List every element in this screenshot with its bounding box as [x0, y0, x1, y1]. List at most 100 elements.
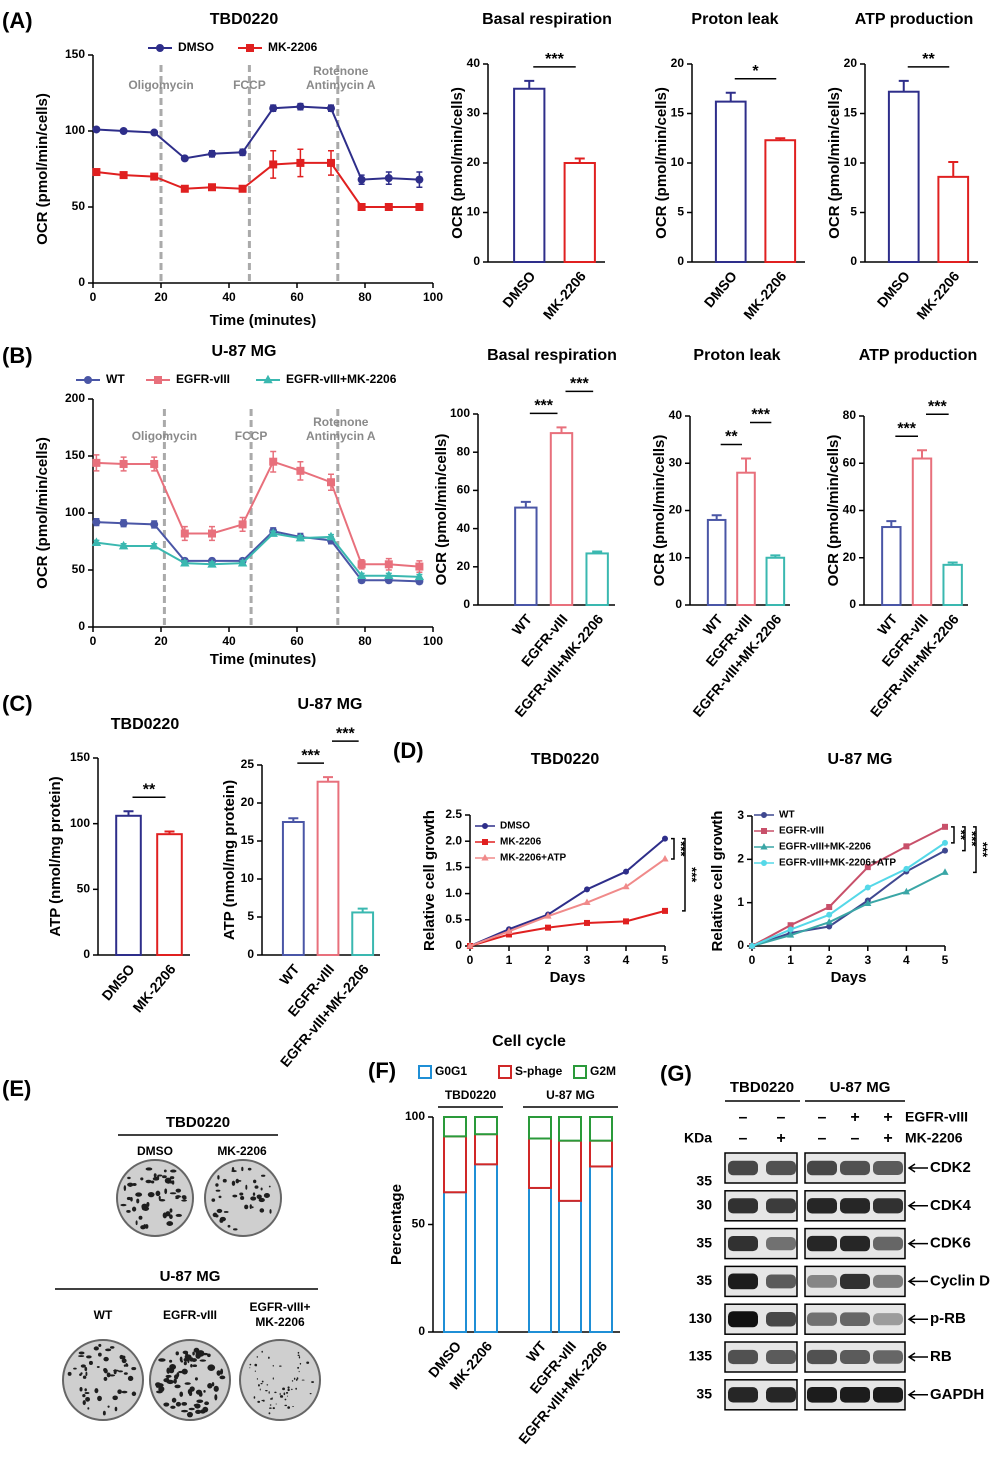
colony [217, 1175, 220, 1180]
blot-band [840, 1160, 870, 1176]
kda-label: 35 [696, 1386, 712, 1402]
marker [903, 843, 910, 850]
colony [220, 1368, 224, 1375]
colony [192, 1364, 198, 1368]
colony [171, 1397, 177, 1403]
colony [261, 1399, 264, 1402]
colony [159, 1199, 166, 1202]
colony [195, 1350, 200, 1357]
group-label: U-87 MG [546, 1088, 595, 1102]
colony [284, 1398, 287, 1401]
blot-band [840, 1386, 870, 1403]
blot-band [728, 1387, 758, 1403]
colony [169, 1359, 173, 1363]
legend-label: EGFR-vIII [176, 372, 230, 386]
colony [78, 1355, 85, 1358]
sig-label: *** [976, 842, 991, 858]
marker [662, 835, 668, 842]
marker [296, 158, 305, 167]
bar-segment [443, 1135, 467, 1194]
legend-label: MK-2206 [268, 40, 318, 54]
y-tick-label: 30 [467, 106, 481, 120]
y-tick-label: 80 [843, 408, 857, 422]
y-tick-label: 20 [843, 550, 857, 564]
group-label: TBD0220 [445, 1088, 497, 1102]
protein-label: CDK2 [930, 1159, 971, 1176]
colony [169, 1208, 173, 1213]
sig-label: *** [301, 747, 320, 764]
x-tick-label: 1 [787, 953, 794, 967]
legend-label: S-phage [515, 1064, 563, 1078]
legend-label: MK-2206 [500, 837, 542, 848]
x-tick-label: 5 [942, 953, 949, 967]
marker [150, 520, 159, 529]
bar [764, 139, 797, 263]
chart-title: U-87 MG [212, 343, 277, 360]
error-bar [775, 137, 786, 141]
colony [187, 1357, 190, 1364]
error-bar [524, 79, 535, 89]
colony [203, 1390, 206, 1393]
marker [661, 854, 669, 862]
colony [260, 1187, 263, 1191]
marker [583, 898, 591, 906]
colony [265, 1390, 268, 1392]
x-tick-label: 40 [222, 634, 236, 648]
blot-band [766, 1236, 796, 1251]
x-tick-label: MK-2206 [540, 268, 589, 323]
series-line [469, 837, 666, 947]
marker [208, 183, 216, 192]
sig-label: *** [534, 398, 553, 415]
colony [166, 1221, 174, 1227]
colony [254, 1185, 259, 1189]
colony [132, 1206, 137, 1212]
colony [282, 1387, 285, 1391]
marker [356, 570, 367, 579]
blot-band [766, 1311, 796, 1327]
marker [545, 924, 551, 931]
colony [211, 1198, 216, 1202]
blot-band [807, 1275, 837, 1288]
bar [514, 506, 538, 606]
colony [241, 1166, 244, 1172]
sig-bracket [951, 826, 955, 844]
colony [163, 1169, 167, 1173]
marker [263, 374, 273, 384]
sig-label: ** [725, 429, 738, 446]
marker [787, 926, 794, 933]
colony [252, 1192, 256, 1196]
colony [285, 1391, 289, 1394]
colony [213, 1385, 219, 1392]
colony [219, 1375, 226, 1380]
y-axis-label: OCR (pmol/min/cells) [449, 87, 466, 239]
annotation-label: Antimycin A [306, 429, 376, 443]
bar [887, 90, 920, 263]
blot-band [840, 1350, 870, 1364]
colony [249, 1367, 251, 1369]
colony [103, 1376, 108, 1381]
bar-segment [558, 1199, 582, 1333]
y-axis-label: Relative cell growth [421, 810, 438, 951]
x-tick-label: 100 [423, 290, 443, 304]
bar-segment [474, 1133, 498, 1166]
error-bar [917, 449, 927, 459]
marker [180, 184, 189, 193]
colony [253, 1396, 256, 1399]
colony [94, 1388, 99, 1394]
legend-label: EGFR-vIII [779, 826, 824, 837]
y-axis-label: Percentage [388, 1184, 405, 1265]
error-bar [741, 457, 751, 473]
series-line [469, 858, 666, 947]
colony [196, 1399, 204, 1403]
annotation-label: Antimycin A [306, 78, 376, 92]
series-line [751, 871, 946, 947]
y-tick-label: 1.5 [445, 860, 462, 874]
colony [118, 1370, 123, 1373]
series-line [751, 825, 946, 947]
colony [170, 1169, 177, 1173]
colony [135, 1192, 143, 1197]
panel-label: (C) [2, 691, 33, 716]
colony [283, 1392, 286, 1396]
kda-label: 35 [696, 1173, 712, 1189]
colony [78, 1351, 85, 1355]
